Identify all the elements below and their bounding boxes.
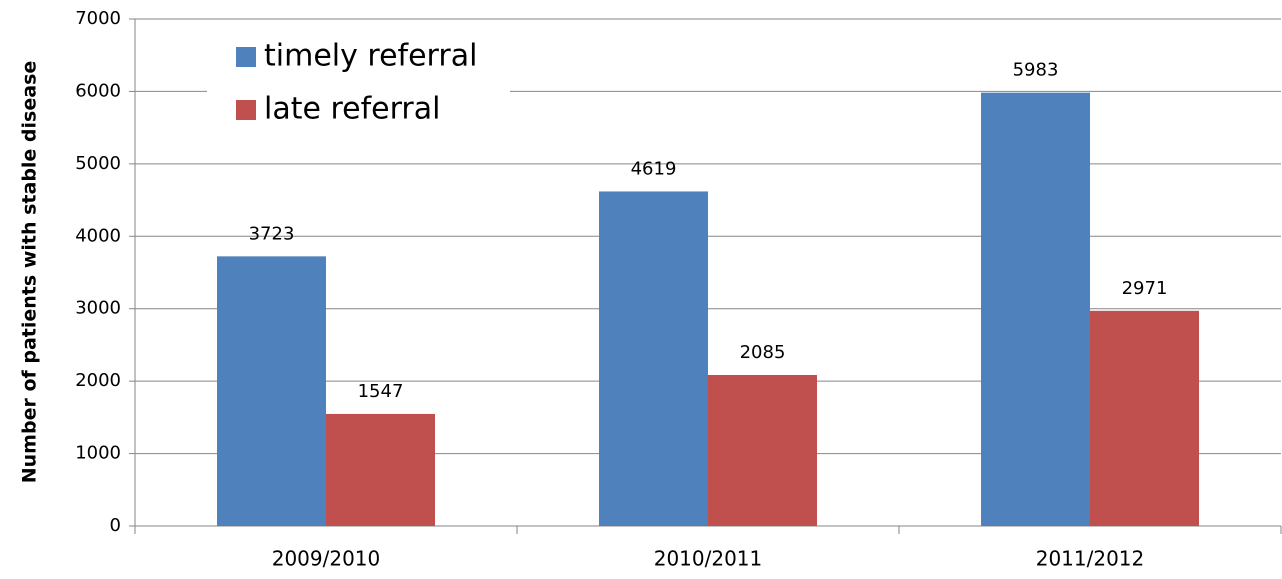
- y-axis-label: Number of patients with stable disease: [19, 61, 41, 484]
- legend-label: late referral: [264, 92, 440, 127]
- bar: [217, 256, 326, 526]
- y-tick-label: 7000: [75, 8, 121, 29]
- bar: [1090, 310, 1199, 526]
- bar: [981, 92, 1090, 527]
- bar: [708, 374, 817, 526]
- value-label: 3723: [249, 223, 295, 244]
- bar: [326, 413, 435, 526]
- legend-swatch: [236, 47, 256, 67]
- value-label: 2971: [1122, 278, 1168, 299]
- x-tick-label: 2011/2012: [1036, 547, 1145, 571]
- y-tick-label: 2000: [75, 370, 121, 391]
- x-tick-label: 2010/2011: [654, 547, 763, 571]
- bar: [599, 191, 708, 526]
- legend-box: [207, 30, 510, 135]
- y-tick-label: 6000: [75, 80, 121, 101]
- y-tick-label: 4000: [75, 225, 121, 246]
- legend-swatch: [236, 100, 256, 120]
- y-tick-label: 1000: [75, 443, 121, 464]
- y-tick-label: 5000: [75, 153, 121, 174]
- value-label: 1547: [358, 381, 404, 402]
- value-label: 5983: [1013, 60, 1059, 81]
- value-label: 2085: [740, 342, 786, 363]
- x-tick-label: 2009/2010: [272, 547, 381, 571]
- y-tick-label: 3000: [75, 298, 121, 319]
- value-label: 4619: [631, 158, 677, 179]
- legend-label: timely referral: [264, 39, 477, 74]
- y-tick-label: 0: [110, 515, 121, 536]
